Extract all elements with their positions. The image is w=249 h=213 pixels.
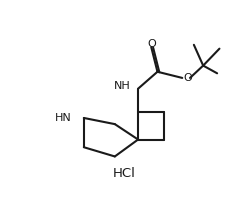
Text: HCl: HCl [113, 167, 135, 180]
Text: NH: NH [114, 81, 130, 91]
Text: HN: HN [55, 113, 71, 123]
Text: O: O [147, 39, 156, 49]
Text: O: O [184, 73, 192, 83]
